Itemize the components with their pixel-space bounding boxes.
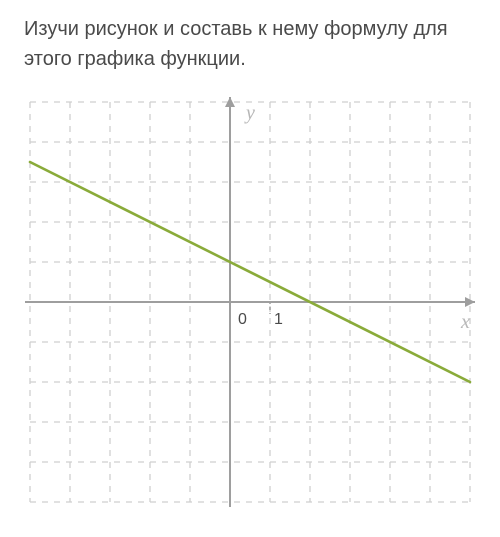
origin-label: 0 bbox=[238, 311, 247, 328]
question-text: Изучи рисунок и составь к нему формулу д… bbox=[0, 0, 500, 82]
chart-container: y x 0 1 bbox=[0, 82, 500, 527]
function-graph: y x 0 1 bbox=[20, 92, 480, 527]
x-axis-label: x bbox=[460, 311, 470, 333]
one-label: 1 bbox=[274, 311, 283, 328]
y-axis-label: y bbox=[244, 102, 255, 124]
